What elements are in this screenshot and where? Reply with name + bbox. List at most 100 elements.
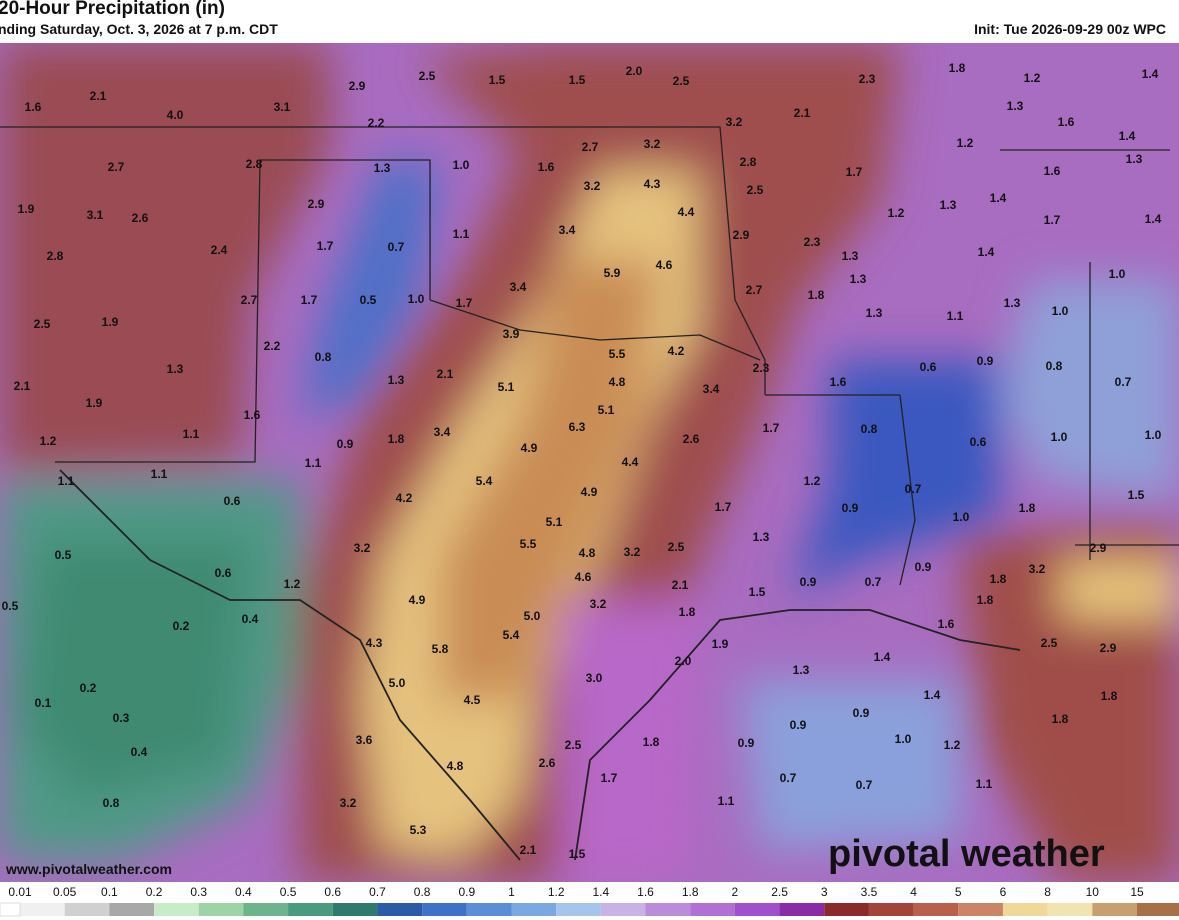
precip-label: 4.9 — [581, 485, 598, 499]
precip-label: 5.4 — [503, 628, 520, 642]
precip-label: 1.5 — [489, 73, 506, 87]
precip-label: 1.6 — [25, 100, 42, 114]
legend-swatch — [734, 903, 780, 916]
legend-label: 2.5 — [771, 885, 788, 899]
precip-label: 2.5 — [673, 74, 690, 88]
precip-label: 1.9 — [102, 315, 119, 329]
precip-label: 1.2 — [957, 136, 974, 150]
precip-label: 1.3 — [753, 530, 770, 544]
precip-label: 1.0 — [1109, 267, 1126, 281]
precip-label: 1.6 — [1058, 115, 1075, 129]
precip-label: 3.9 — [503, 327, 520, 341]
precip-label: 2.6 — [539, 756, 556, 770]
precip-label: 3.6 — [356, 733, 373, 747]
precip-label: 0.7 — [905, 482, 922, 496]
precip-label: 2.5 — [668, 540, 685, 554]
precip-label: 0.6 — [224, 494, 241, 508]
precip-label: 1.2 — [40, 434, 57, 448]
precip-label: 0.9 — [853, 706, 870, 720]
precip-label: 2.6 — [132, 211, 149, 225]
precip-label: 4.6 — [656, 258, 673, 272]
precip-label: 6.3 — [569, 420, 586, 434]
legend-label: 0.7 — [369, 885, 386, 899]
legend-swatch-start — [0, 902, 21, 917]
legend-swatch — [645, 903, 691, 916]
precip-label: 2.7 — [746, 283, 763, 297]
precip-label: 1.3 — [1126, 152, 1143, 166]
precip-label: 1.4 — [990, 191, 1007, 205]
legend-swatch — [958, 903, 1003, 916]
precip-label: 1.8 — [1019, 501, 1036, 515]
legend-label: 1.6 — [637, 885, 654, 899]
precip-label: 4.3 — [644, 177, 661, 191]
precip-label: 2.5 — [1041, 636, 1058, 650]
precip-label: 0.7 — [865, 575, 882, 589]
precip-label: 0.9 — [790, 718, 807, 732]
precip-label: 1.9 — [712, 637, 729, 651]
precip-label: 4.8 — [609, 375, 626, 389]
precip-label: 5.1 — [598, 403, 615, 417]
precip-label: 1.6 — [830, 375, 847, 389]
map: 1.62.14.03.12.92.5 1.5 1.52.02.5 2.31.81.2 1… — [0, 43, 1179, 882]
precip-label: 1.8 — [990, 572, 1007, 586]
precip-label: 1.7 — [456, 296, 473, 310]
precip-label: 0.6 — [920, 360, 937, 374]
precip-label: 1.3 — [1007, 99, 1024, 113]
precip-label: 3.2 — [726, 115, 743, 129]
precip-label: 1.0 — [1052, 304, 1069, 318]
precip-label: 1.0 — [953, 510, 970, 524]
precip-label: 2.1 — [90, 89, 107, 103]
precip-label: 1.7 — [715, 500, 732, 514]
precip-label: 1.4 — [924, 688, 941, 702]
precip-label: 1.1 — [183, 427, 200, 441]
precip-label: 2.1 — [14, 379, 31, 393]
legend-label: 3 — [821, 885, 828, 899]
legend-label: 5 — [955, 885, 962, 899]
precip-label: 0.2 — [80, 681, 97, 695]
precip-label: 1.1 — [947, 309, 964, 323]
legend-swatch — [288, 903, 333, 916]
precip-label: 2.0 — [626, 64, 643, 78]
precip-label: 1.1 — [151, 467, 168, 481]
precip-label: 4.2 — [396, 491, 413, 505]
legend-label: 2 — [732, 885, 739, 899]
legend-swatch — [198, 903, 244, 916]
precip-label: 2.8 — [246, 157, 263, 171]
legend-swatch — [600, 903, 646, 916]
precip-label: 4.5 — [464, 693, 481, 707]
precip-label: 1.1 — [305, 456, 322, 470]
precip-label: 0.3 — [113, 711, 130, 725]
precip-label: 5.9 — [604, 266, 621, 280]
precip-label: 1.9 — [86, 396, 103, 410]
precip-label: 1.5 — [569, 73, 586, 87]
legend-swatch — [332, 903, 378, 916]
precip-label: 0.7 — [780, 771, 797, 785]
precip-label: 0.8 — [315, 350, 332, 364]
legend-swatch — [1047, 903, 1093, 916]
legend-label: 6 — [1000, 885, 1007, 899]
legend-swatch — [690, 903, 735, 916]
precip-label: 1.7 — [601, 771, 618, 785]
precip-label: 2.3 — [804, 235, 821, 249]
legend-swatch — [556, 903, 601, 916]
precip-label: 1.4 — [978, 245, 995, 259]
precip-label: 4.4 — [622, 455, 639, 469]
precip-label: 4.8 — [447, 759, 464, 773]
legend-label: 1.2 — [548, 885, 565, 899]
legend-label: 0.8 — [414, 885, 431, 899]
precip-label: 1.3 — [793, 663, 810, 677]
legend-swatch — [511, 903, 557, 916]
precip-label: 1.2 — [888, 206, 905, 220]
precip-label: 2.5 — [34, 317, 51, 331]
legend-label: 1 — [508, 885, 515, 899]
precip-label: 5.3 — [410, 823, 427, 837]
precip-label: 1.2 — [944, 738, 961, 752]
precip-label: 3.1 — [274, 100, 291, 114]
precip-label: 1.8 — [643, 735, 660, 749]
precip-label: 1.7 — [317, 239, 334, 253]
precip-label: 2.8 — [740, 155, 757, 169]
precip-label: 2.9 — [1100, 641, 1117, 655]
precip-label: 1.4 — [1142, 67, 1159, 81]
precip-label: 0.7 — [388, 240, 405, 254]
subtitle: nding Saturday, Oct. 3, 2026 at 7 p.m. C… — [0, 21, 278, 37]
